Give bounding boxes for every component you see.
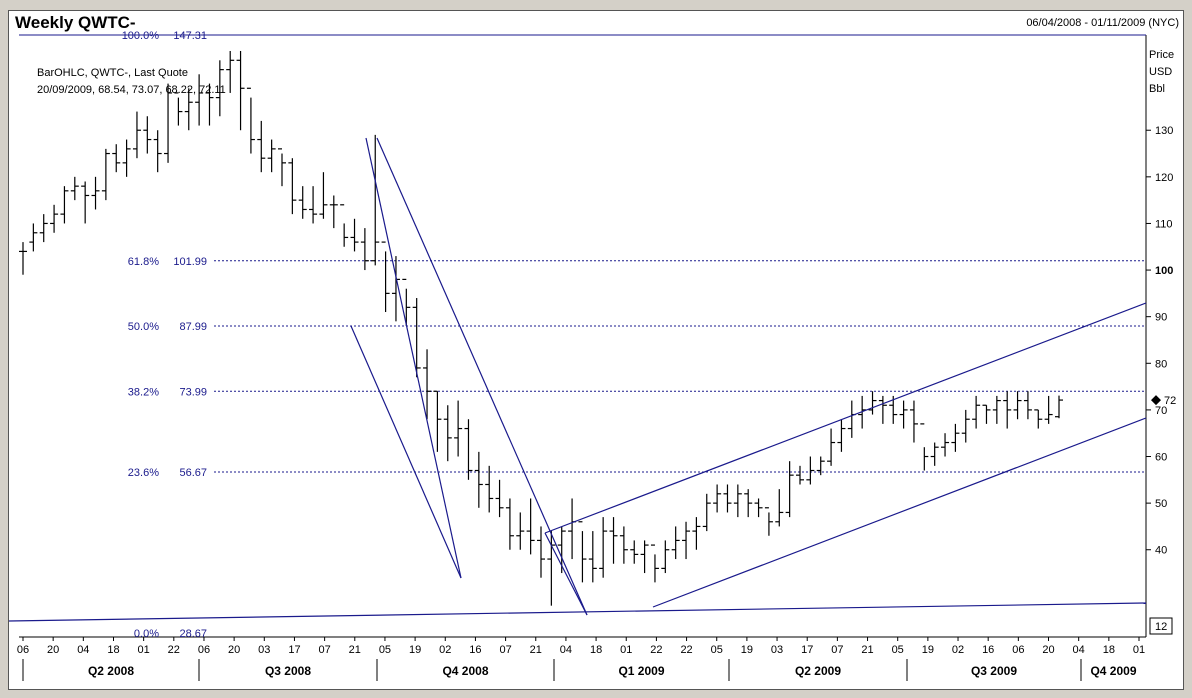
fib-value-label: 101.99 xyxy=(173,256,207,268)
unit-price: Price xyxy=(1149,49,1175,61)
x-tick-label: 17 xyxy=(801,644,813,656)
bottom-price-box xyxy=(1149,617,1173,635)
fib-value-label: 147.31 xyxy=(173,30,207,42)
fib-value-label: 28.67 xyxy=(179,628,207,640)
trend-line xyxy=(652,417,1147,608)
fib-value-label: 87.99 xyxy=(179,321,207,333)
quarter-label: Q3 2009 xyxy=(971,664,1017,678)
axis-unit: Price USD Bbl xyxy=(1149,47,1174,98)
x-tick-label: 19 xyxy=(922,644,934,656)
trend-line xyxy=(376,137,588,616)
x-tick-label: 01 xyxy=(1133,644,1145,656)
x-tick-label: 22 xyxy=(680,644,692,656)
x-tick-label: 04 xyxy=(1073,644,1085,656)
x-tick-label: 19 xyxy=(741,644,753,656)
y-tick-label: 50 xyxy=(1155,498,1167,510)
fib-pct-label: 50.0% xyxy=(128,321,159,333)
bottom-price-label: 12 xyxy=(1155,621,1167,633)
x-tick-label: 03 xyxy=(258,644,270,656)
y-tick-label: 120 xyxy=(1155,172,1173,184)
y-tick-label: 100 xyxy=(1155,265,1173,277)
fib-pct-label: 23.6% xyxy=(128,467,159,479)
x-tick-label: 06 xyxy=(17,644,29,656)
x-tick-label: 01 xyxy=(620,644,632,656)
x-tick-label: 07 xyxy=(318,644,330,656)
y-tick-label: 70 xyxy=(1155,405,1167,417)
trend-line xyxy=(350,325,462,579)
x-tick-label: 21 xyxy=(349,644,361,656)
quarter-label: Q2 2008 xyxy=(88,664,134,678)
x-tick-label: 22 xyxy=(168,644,180,656)
last-price-marker xyxy=(1151,395,1161,406)
unit-barrel: Bbl xyxy=(1149,83,1165,95)
legend-last-quote: 20/09/2009, 68.54, 73.07, 68.22, 72.11 xyxy=(37,84,226,96)
y-tick-label: 60 xyxy=(1155,452,1167,464)
x-tick-label: 20 xyxy=(1042,644,1054,656)
x-tick-label: 04 xyxy=(77,644,89,656)
x-tick-label: 16 xyxy=(469,644,481,656)
fib-pct-label: 0.0% xyxy=(134,628,159,640)
trend-line xyxy=(9,602,1147,622)
ohlc-bars xyxy=(19,50,1063,606)
quarter-label: Q4 2009 xyxy=(1090,664,1136,678)
unit-currency: USD xyxy=(1149,66,1173,78)
x-tick-label: 02 xyxy=(952,644,964,656)
x-tick-label: 20 xyxy=(228,644,240,656)
y-tick-label: 80 xyxy=(1155,358,1167,370)
x-tick-label: 05 xyxy=(379,644,391,656)
quarter-label: Q1 2009 xyxy=(618,664,664,678)
x-tick-label: 18 xyxy=(107,644,119,656)
fib-pct-label: 61.8% xyxy=(128,256,159,268)
date-range: 06/04/2008 - 01/11/2009 (NYC) xyxy=(1026,17,1179,29)
y-tick-label: 130 xyxy=(1155,125,1173,137)
x-tick-label: 19 xyxy=(409,644,421,656)
x-tick-label: 06 xyxy=(1012,644,1024,656)
x-tick-label: 05 xyxy=(711,644,723,656)
x-tick-label: 20 xyxy=(47,644,59,656)
x-tick-label: 21 xyxy=(861,644,873,656)
x-tick-label: 21 xyxy=(530,644,542,656)
x-ticks: 06 20 04 18 01 22 06 20 03 17 07 21 05 19 02 16 07 21 04 18… xyxy=(17,637,1145,656)
quarter-label: Q2 2009 xyxy=(795,664,841,678)
quarter-label: Q3 2008 xyxy=(265,664,311,678)
fib-value-label: 73.99 xyxy=(179,386,207,398)
quarter-label: Q4 2008 xyxy=(442,664,488,678)
chart-frame: 40 50 60 70 80 90 100 110 120 130 100.0% 147.31 61.8… xyxy=(8,10,1184,690)
x-tick-label: 22 xyxy=(650,644,662,656)
chart-title: Weekly QWTC- xyxy=(15,13,136,32)
x-tick-label: 03 xyxy=(771,644,783,656)
y-ticks: 40 50 60 70 80 90 100 110 120 130 xyxy=(1146,125,1173,557)
y-tick-label: 40 xyxy=(1155,545,1167,557)
trend-line xyxy=(365,137,462,579)
trend-line xyxy=(544,302,1147,534)
y-tick-label: 90 xyxy=(1155,312,1167,324)
x-tick-label: 06 xyxy=(198,644,210,656)
ohlc-chart: 40 50 60 70 80 90 100 110 120 130 100.0% 147.31 61.8… xyxy=(9,30,1176,681)
x-tick-label: 02 xyxy=(439,644,451,656)
fib-value-label: 56.67 xyxy=(179,467,207,479)
trend-line xyxy=(544,532,588,616)
y-tick-label: 110 xyxy=(1155,218,1173,230)
x-tick-label: 17 xyxy=(288,644,300,656)
x-tick-label: 16 xyxy=(982,644,994,656)
x-tick-label: 07 xyxy=(499,644,511,656)
x-tick-label: 01 xyxy=(138,644,150,656)
x-tick-label: 05 xyxy=(892,644,904,656)
last-price-label: 72 xyxy=(1164,395,1176,407)
x-tick-label: 07 xyxy=(831,644,843,656)
fib-pct-label: 38.2% xyxy=(128,386,159,398)
legend-series: BarOHLC, QWTC-, Last Quote xyxy=(37,67,188,79)
x-tick-label: 04 xyxy=(560,644,572,656)
x-tick-label: 18 xyxy=(1103,644,1115,656)
x-tick-label: 18 xyxy=(590,644,602,656)
fib-pct-label: 100.0% xyxy=(122,30,160,42)
legend-info: BarOHLC, QWTC-, Last Quote 20/09/2009, 6… xyxy=(37,65,226,99)
